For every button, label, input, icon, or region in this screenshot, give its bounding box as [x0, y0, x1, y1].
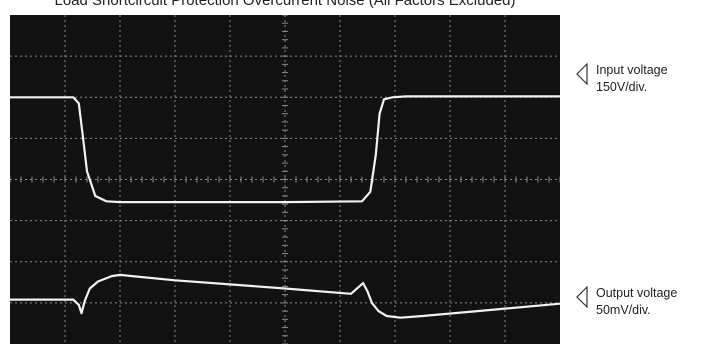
marker-scale: 50mV/div.	[596, 303, 651, 317]
marker-label: Output voltage	[596, 286, 678, 300]
oscilloscope-plot	[10, 15, 560, 344]
series-input-voltage-line	[10, 95, 560, 204]
oscilloscope-screen	[10, 15, 560, 344]
scope-traces	[10, 95, 560, 319]
series-output-voltage-line	[10, 273, 560, 319]
left-arrow-icon	[576, 63, 588, 85]
marker-label: Input voltage	[596, 63, 668, 77]
marker-scale: 150V/div.	[596, 80, 648, 94]
scope-grid	[10, 15, 560, 344]
left-arrow-icon	[576, 286, 588, 308]
chart-title: Load Shortcircuit Protection Overcurrent…	[54, 0, 516, 9]
